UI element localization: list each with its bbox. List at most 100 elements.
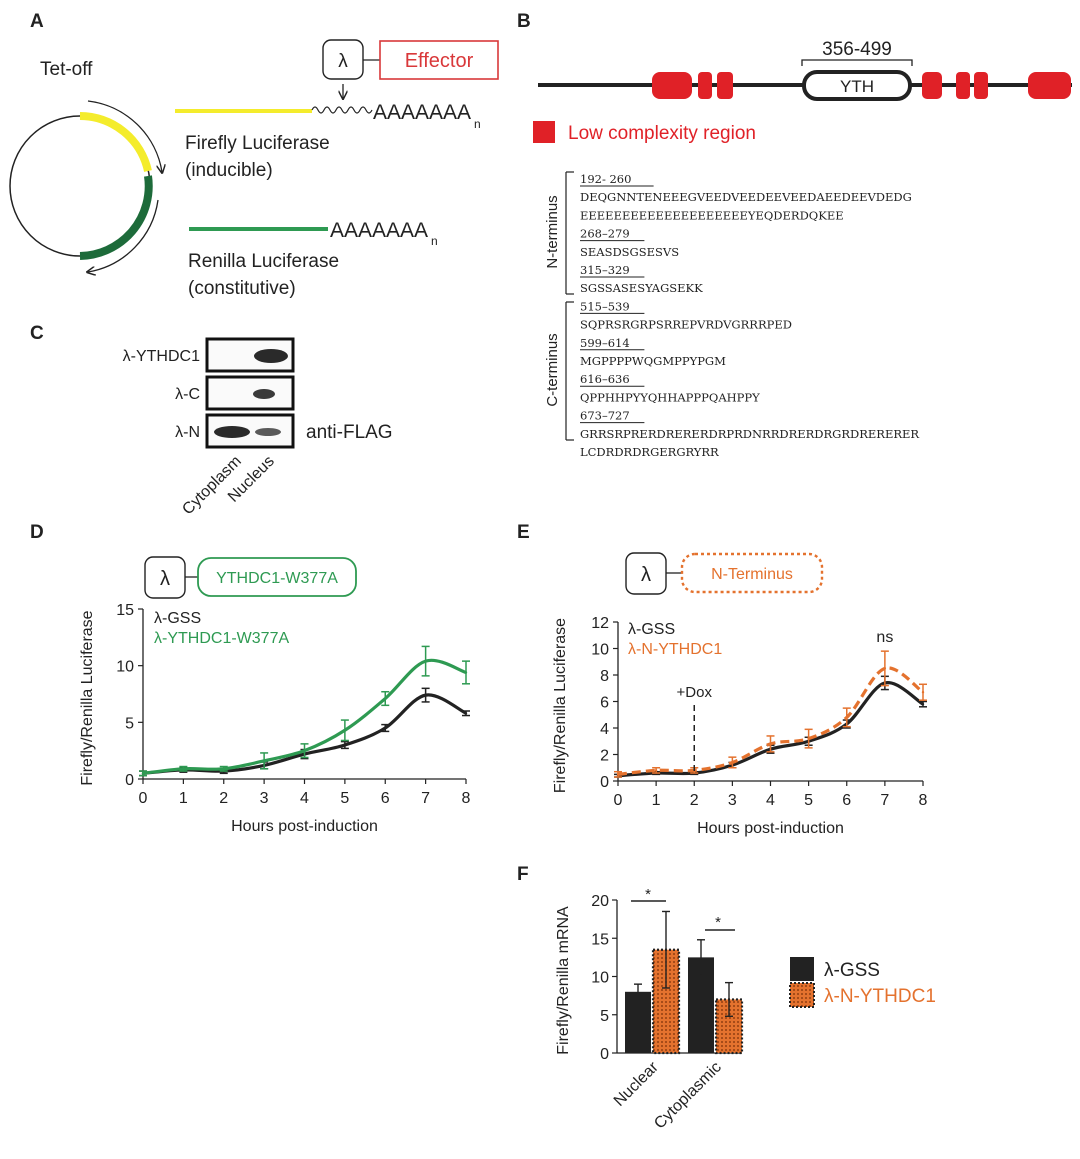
x-tick-label: 2 [690,792,699,809]
sig-star-nuclear: * [645,886,651,903]
seq-line: LCDRDRDRGERGRYRR [580,445,719,459]
band-c-nucleus [253,389,275,399]
firefly-gene-segment [79,112,152,172]
lcr-block-2 [698,72,712,99]
data-point [921,702,925,706]
y-tick-label: 8 [600,668,609,685]
panel-d: D λ YTHDC1-W377A 0 5 10 15 0 1 2 3 4 5 6 7 8 Hours po… [30,522,471,835]
data-point [262,759,266,763]
x-tick-label: 4 [300,790,309,807]
x-tick-label: 7 [880,792,889,809]
y-tick-label: 0 [600,1046,609,1063]
panel-e-letter: E [517,522,530,543]
x-tick-label: 2 [219,790,228,807]
yth-domain [802,70,912,101]
renilla-polya: AAAAAAA [330,219,428,242]
panel-f-letter: F [517,864,529,885]
y-tick-label: 10 [591,970,609,987]
seq-line: SGSSASESYAGSEKK [580,281,703,295]
legend-swatch-n-ythdc1 [789,982,815,1008]
data-point [464,712,468,715]
y-tick-label: 2 [600,748,609,765]
panel-f: F 0 5 10 15 20 Firefly/Renilla mRNA NuclearCyt… [517,864,936,1132]
y-tick-label: 4 [600,721,609,738]
chart-d: 0 5 10 15 0 1 2 3 4 5 6 7 8 Hours post-induction Firef… [79,602,471,835]
seq-line: QPPHHPYYQHHAPPPQAHPPY [580,390,760,404]
seq-range: 616–636 [580,372,630,386]
firefly-inducible: (inducible) [185,160,273,181]
construct-box-e [680,552,824,594]
y-tick-label: 5 [125,715,134,732]
seq-range: 192- 260 [580,172,631,186]
lambda-label-d: λ [160,568,170,590]
x-tick-label: 5 [804,792,813,809]
data-point [654,769,658,772]
bar-gss-nuclear [625,991,651,1053]
y-tick-label: 10 [591,642,609,659]
x-tick-label: 8 [462,790,471,807]
panel-d-letter: D [30,522,44,543]
y-axis-label: Firefly/Renilla mRNA [555,906,572,1055]
data-point [424,693,427,697]
seq-range: 315–329 [580,263,630,277]
firefly-transcription-arrow [87,100,162,172]
y-tick-label: 10 [116,659,134,676]
panel-c: C λ-YTHDC1 λ-C λ-N anti-FLAG Cytoplasm N… [30,323,393,518]
legend-entry: λ-YTHDC1-W377A [154,630,289,647]
chart-f: 0 5 10 15 20 Firefly/Renilla mRNA NuclearCytop… [555,886,936,1132]
data-point [303,749,306,752]
seq-range: 268–279 [580,227,630,241]
panel-b-letter: B [517,11,531,32]
x-tick-label: 3 [260,790,269,807]
effector-box [379,40,499,80]
boxb-hairpins [311,106,373,114]
lcr-block-7 [1028,72,1071,99]
construct-label-e: N-Terminus [711,566,793,583]
seq-line: EEEEEEEEEEEEEEEEEEEEYEQDERDQKEE [580,208,844,222]
blot-row-label-ythdc1: λ-YTHDC1 [123,348,200,365]
x-tick-label: 6 [381,790,390,807]
legend-label-n-ythdc1: λ-N-YTHDC1 [824,986,936,1007]
data-point [343,729,347,732]
legend-swatch-gss [790,957,814,981]
yth-range-bracket [801,59,913,66]
antibody-label: anti-FLAG [306,422,393,443]
data-point [616,773,620,776]
n-terminus-label: N-terminus [544,195,561,268]
panel-a-letter: A [30,11,44,32]
x-tick-label: 0 [139,790,148,807]
data-point [222,767,225,770]
construct-box-d [197,557,357,597]
c-terminus-label: C-terminus [544,333,561,406]
data-point [807,737,810,740]
blot-row-label-n: λ-N [175,424,200,441]
ns-label: ns [876,629,893,646]
seq-line: DEQGNNTENEEEGVEEDVEEDEEVEEDAEEDEEVDEDG [580,190,912,204]
x-tick-label: 6 [842,792,851,809]
firefly-label: Firefly Luciferase [185,133,330,154]
legend-label-gss: λ-GSS [824,960,880,981]
lcr-block-1 [652,72,692,99]
y-tick-label: 0 [600,774,609,791]
data-point [464,671,468,674]
seq-range: 515–539 [580,299,630,313]
lcr-legend-swatch [533,121,555,143]
lcr-block-3 [717,72,733,99]
yth-range: 356-499 [822,39,892,60]
x-tick-label: 0 [614,792,623,809]
x-tick-label: 1 [652,792,661,809]
x-tick-label: 5 [340,790,349,807]
y-tick-label: 6 [600,695,609,712]
series-line-gss [617,681,924,778]
lambda-label-a: λ [338,51,348,72]
renilla-label: Renilla Luciferase [188,251,339,272]
y-tick-label: 0 [125,772,134,789]
firefly-polya: AAAAAAA [373,101,471,124]
data-point [424,659,427,663]
dox-label: +Dox [677,684,713,701]
seq-line: MGPPPPWQGMPPYPGM [580,354,726,368]
blot-row-label-c: λ-C [175,386,200,403]
data-point [769,742,772,746]
data-point [921,691,925,694]
